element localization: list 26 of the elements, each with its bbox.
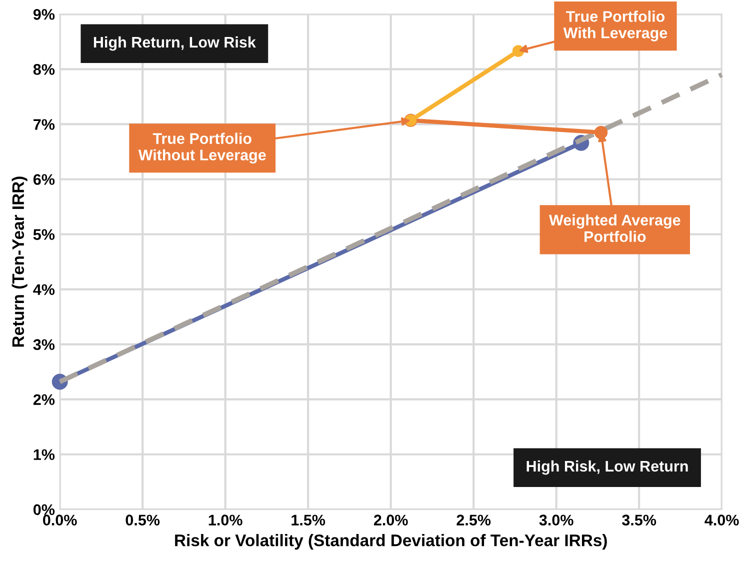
y-tick-label: 2% xyxy=(33,394,55,405)
annotation: True Portfolio With Leverage xyxy=(563,10,668,42)
x-tick-label: 1.0% xyxy=(208,514,242,526)
annotation: High Return, Low Risk xyxy=(94,36,256,51)
annotation: True Portfolio Without Leverage xyxy=(138,132,266,164)
x-tick-label: 0.0% xyxy=(43,514,77,526)
y-tick-label: 9% xyxy=(33,9,55,20)
y-tick-label: 7% xyxy=(34,119,55,130)
x-tick-label: 0.5% xyxy=(126,514,160,526)
x-tick-label: 3.0% xyxy=(539,514,574,526)
y-tick-label: 4% xyxy=(33,284,55,295)
y-axis-title: Return (Ten-Year IRR) xyxy=(12,176,28,347)
x-tick-label: 4.0% xyxy=(704,514,739,526)
x-tick-label: 1.5% xyxy=(292,514,326,526)
annotation: High Risk, Low Return xyxy=(526,460,688,475)
y-tick-label: 1% xyxy=(34,449,55,460)
y-tick-label: 0% xyxy=(34,504,55,516)
y-tick-label: 8% xyxy=(33,64,55,75)
x-tick-label: 3.5% xyxy=(622,514,656,526)
x-tick-label: 2.0% xyxy=(374,514,408,526)
y-tick-label: 3% xyxy=(33,339,55,350)
x-tick-label: 2.5% xyxy=(456,514,491,526)
annotation: Weighted Average Portfolio xyxy=(548,214,680,242)
y-tick-label: 6% xyxy=(33,174,55,185)
y-tick-label: 5% xyxy=(33,229,55,240)
x-axis-title: Risk or Volatility (Standard Deviation of Ten-Year IRRs) xyxy=(175,534,607,550)
